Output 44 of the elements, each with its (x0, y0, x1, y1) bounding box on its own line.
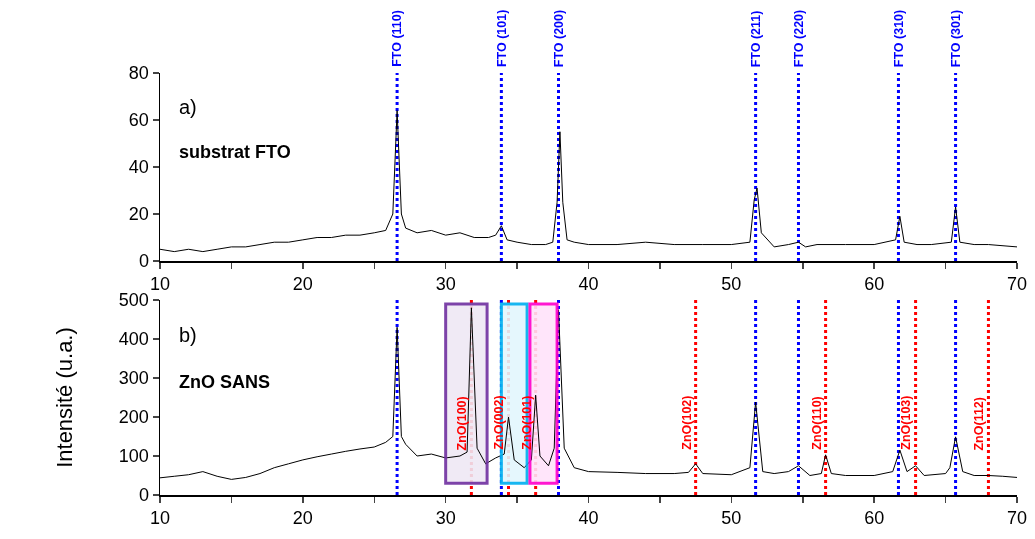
annotation: a) (179, 96, 197, 118)
x-tick-label: 60 (864, 508, 885, 529)
ref-line-label: FTO (211) (748, 10, 763, 68)
ref-line-label: ZnO(101) (519, 395, 534, 450)
ref-line-label: FTO (200) (551, 9, 566, 68)
x-tick-label: 40 (578, 274, 599, 295)
x-tick-label: 60 (864, 274, 885, 295)
y-tick-label: 20 (128, 204, 149, 225)
x-tick-label: 10 (149, 508, 171, 529)
ref-line-label: FTO (110) (390, 10, 405, 67)
ref-line-label: FTO (301) (948, 9, 963, 68)
y-tick-label: 300 (118, 368, 149, 389)
ref-line-label: ZnO(100) (455, 396, 470, 451)
ref-line-label: ZnO(112) (972, 397, 987, 451)
y-tick-label: 60 (128, 110, 149, 131)
ref-line-label: ZnO(110) (809, 396, 824, 450)
x-tick-label: 50 (721, 274, 742, 295)
ref-line-label: ZnO(102) (679, 395, 694, 450)
x-tick-label: 10 (149, 274, 171, 295)
x-tick-label: 40 (578, 508, 599, 529)
x-tick-label: 70 (1006, 274, 1028, 295)
x-tick-label: 20 (292, 508, 313, 529)
x-tick-label: 20 (292, 274, 313, 295)
y-axis-title: Intensité (u.a.) (51, 327, 77, 468)
ref-line-label: ZnO(103) (899, 395, 914, 450)
x-tick-label: 30 (435, 274, 456, 295)
ref-line-label: ZnO(002) (492, 395, 507, 450)
x-tick-label: 70 (1006, 508, 1028, 529)
y-tick-label: 200 (118, 407, 149, 428)
annotation: substrat FTO (179, 142, 291, 162)
x-tick-label: 30 (435, 508, 456, 529)
annotation: ZnO SANS (179, 372, 271, 392)
x-tick-label: 50 (721, 508, 742, 529)
y-tick-label: 40 (128, 157, 149, 178)
y-tick-label: 100 (118, 446, 149, 467)
ref-line-label: FTO (220) (791, 9, 806, 68)
ref-line-label: FTO (101) (494, 9, 509, 68)
ref-line-label: FTO (310) (891, 9, 906, 68)
y-tick-label: 0 (138, 485, 149, 506)
y-tick-label: 400 (118, 329, 149, 350)
y-tick-label: 80 (128, 63, 149, 84)
annotation: b) (179, 324, 197, 346)
y-tick-label: 0 (138, 251, 149, 272)
y-tick-label: 500 (118, 290, 149, 311)
